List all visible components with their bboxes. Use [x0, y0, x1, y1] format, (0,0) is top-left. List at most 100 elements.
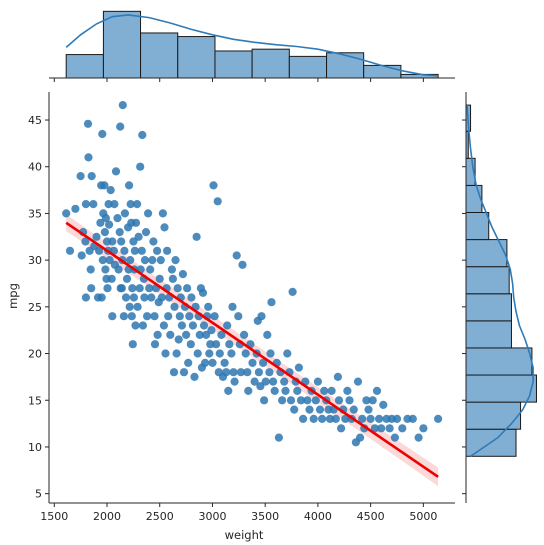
- y-axis-label: mpg: [6, 283, 20, 309]
- scatter-point: [385, 424, 394, 433]
- scatter-point: [198, 288, 208, 297]
- scatter-point: [133, 200, 142, 209]
- scatter-point: [128, 284, 137, 293]
- scatter-point: [138, 321, 147, 330]
- scatter-point: [126, 200, 135, 209]
- scatter-point: [232, 251, 241, 260]
- marginal-y-kde: [466, 105, 534, 457]
- y-tick-label: 5: [35, 488, 42, 501]
- scatter-point: [318, 414, 327, 423]
- scatter-point: [89, 200, 98, 209]
- scatter-point: [309, 414, 318, 423]
- scatter-point: [131, 321, 140, 330]
- scatter-point: [83, 119, 93, 128]
- scatter-point: [313, 377, 322, 386]
- scatter-point: [299, 414, 308, 423]
- scatter-point: [129, 237, 138, 246]
- scatter-point: [281, 386, 290, 395]
- y-tick-label: 30: [28, 254, 42, 267]
- scatter-point: [153, 330, 162, 339]
- x-axis-label: weight: [225, 528, 264, 542]
- scatter-point: [170, 302, 179, 311]
- marginal-x-bar: [65, 54, 104, 79]
- scatter-point: [320, 386, 329, 395]
- scatter-point: [105, 256, 114, 265]
- scatter-point: [148, 256, 157, 265]
- scatter-point: [101, 265, 110, 274]
- scatter-point: [103, 284, 112, 293]
- scatter-point: [188, 321, 197, 330]
- marginal-x-bar: [363, 64, 402, 79]
- y-tick-label: 45: [28, 114, 42, 127]
- scatter-point: [186, 340, 195, 349]
- scatter-point: [133, 302, 142, 311]
- scatter-point: [129, 293, 138, 302]
- marginal-y-bar: [465, 401, 522, 430]
- x-tick-label: 3000: [198, 510, 226, 523]
- scatter-point: [121, 293, 131, 302]
- scatter-point: [204, 302, 213, 311]
- scatter-point: [353, 377, 363, 386]
- scatter-point: [160, 223, 169, 232]
- scatter-point: [434, 414, 443, 423]
- scatter-point: [288, 287, 297, 296]
- scatter-point: [122, 274, 132, 283]
- scatter-point: [179, 368, 189, 377]
- scatter-points-layer: [62, 101, 443, 447]
- scatter-point: [131, 218, 141, 227]
- scatter-point: [190, 372, 199, 381]
- scatter-point: [244, 386, 253, 395]
- scatter-point: [366, 414, 375, 423]
- scatter-point: [153, 246, 162, 255]
- scatter-point: [259, 358, 268, 367]
- marginal-x-bar: [140, 32, 179, 79]
- scatter-point: [303, 396, 312, 405]
- scatter-point: [108, 312, 117, 321]
- scatter-point: [105, 220, 114, 229]
- scatter-point: [86, 265, 95, 274]
- scatter-point: [267, 298, 276, 307]
- scatter-point: [398, 424, 407, 433]
- scatter-point: [177, 321, 186, 330]
- scatter-point: [234, 312, 243, 321]
- scatter-point: [364, 405, 373, 414]
- x-tick-label: 2000: [93, 510, 121, 523]
- scatter-point: [375, 414, 384, 423]
- scatter-point: [81, 200, 90, 209]
- scatter-point: [195, 330, 204, 339]
- scatter-point: [341, 414, 350, 423]
- scatter-point: [111, 167, 121, 176]
- scatter-point: [236, 368, 245, 377]
- scatter-point: [414, 433, 423, 442]
- scatter-point: [250, 377, 259, 386]
- scatter-point: [377, 424, 386, 433]
- scatter-point: [334, 396, 344, 405]
- marginal-y-bar: [465, 266, 510, 295]
- scatter-point: [390, 433, 399, 442]
- scatter-point: [110, 200, 119, 209]
- scatter-point: [327, 386, 336, 395]
- scatter-plot-area: [62, 101, 443, 487]
- scatter-point: [372, 386, 382, 395]
- scatter-point: [149, 237, 158, 246]
- scatter-point: [115, 228, 124, 237]
- scatter-point: [159, 321, 168, 330]
- scatter-point: [193, 349, 202, 358]
- scatter-point: [150, 340, 160, 349]
- scatter-point: [311, 396, 320, 405]
- scatter-point: [128, 340, 137, 349]
- scatter-point: [140, 293, 149, 302]
- scatter-point: [225, 340, 234, 349]
- scatter-point: [207, 326, 216, 335]
- scatter-point: [296, 396, 306, 405]
- scatter-point: [261, 377, 270, 386]
- scatter-point: [257, 312, 266, 321]
- scatter-point: [256, 382, 265, 391]
- scatter-point: [95, 246, 104, 255]
- scatter-point: [147, 293, 156, 302]
- scatter-point: [206, 340, 215, 349]
- marginal-x-kde: [65, 14, 439, 77]
- scatter-point: [278, 396, 287, 405]
- scatter-point: [333, 372, 342, 381]
- scatter-point: [104, 200, 113, 209]
